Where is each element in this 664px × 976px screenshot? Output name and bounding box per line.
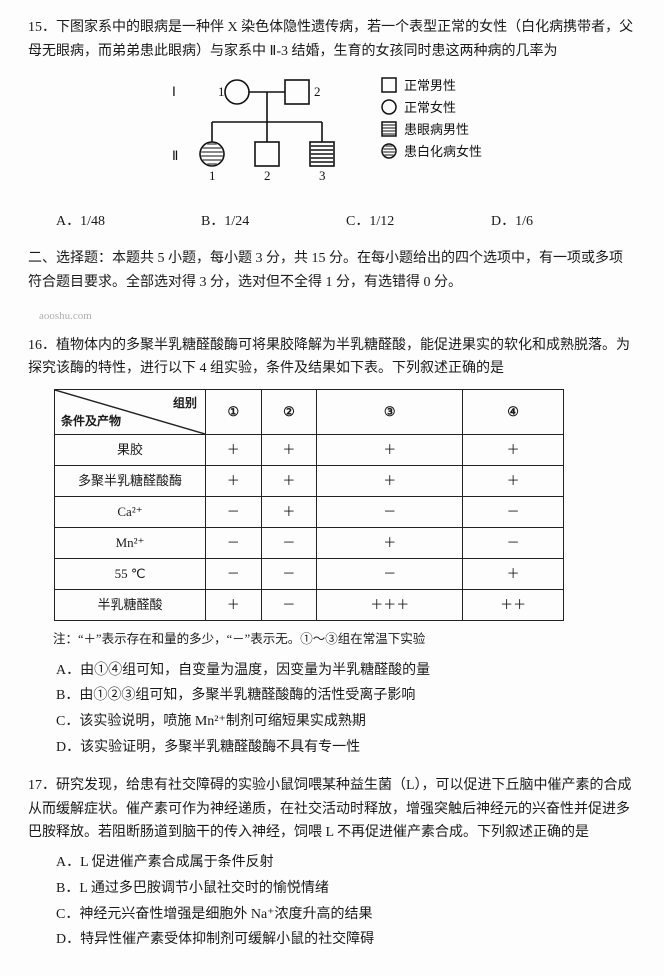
q15-text: 下图家系中的眼病是一种伴 X 染色体隐性遗传病，若一个表型正常的女性（白化病携带… (28, 20, 633, 59)
q16-opt-b: B．由①②③组可知，多聚半乳糖醛酸酶的活性受离子影响 (56, 684, 636, 708)
diag-top: 组别 (173, 393, 197, 413)
col-3: ③ (317, 390, 463, 435)
q17-opt-a: A．L 促进催产素合成属于条件反射 (56, 851, 636, 875)
row-label: 多聚半乳糖醛酸酶 (55, 466, 206, 497)
gen2-n3: 3 (319, 168, 326, 183)
q16-stem: 16．植物体内的多聚半乳糖醛酸酶可将果胶降解为半乳糖醛酸，能促进果实的软化和成熟… (28, 334, 636, 382)
watermark: aooshu.com (39, 307, 636, 326)
table-row: Mn²⁺－－＋－ (55, 528, 564, 559)
roman-I: Ⅰ (172, 84, 176, 99)
col-2: ② (261, 390, 317, 435)
col-1: ① (206, 390, 262, 435)
cell: － (317, 559, 463, 590)
q17-opt-b: B．L 通过多巴胺调节小鼠社交时的愉悦情绪 (56, 877, 636, 901)
cell: ＋ (463, 466, 564, 497)
q15-opt-a: A．1/48 (56, 210, 201, 234)
row-label: 55 ℃ (55, 559, 206, 590)
q17-text: 研究发现，给患有社交障碍的实验小鼠饲喂某种益生菌（L），可以促进下丘脑中催产素的… (28, 778, 632, 841)
cell: － (317, 497, 463, 528)
cell: － (463, 528, 564, 559)
table-row: 55 ℃－－－＋ (55, 559, 564, 590)
row-label: 果胶 (55, 435, 206, 466)
cell: － (261, 590, 317, 621)
cell: ＋ (463, 435, 564, 466)
q15-options: A．1/48 B．1/24 C．1/12 D．1/6 (56, 210, 636, 234)
q16-note: 注：“＋”表示存在和量的多少，“－”表示无。①～③组在常温下实验 (53, 629, 636, 650)
row-label: Ca²⁺ (55, 497, 206, 528)
table-row: 多聚半乳糖醛酸酶＋＋＋＋ (55, 466, 564, 497)
q15-opt-d: D．1/6 (491, 210, 636, 234)
gen2-n1: 1 (209, 168, 216, 183)
gen1-n2: 2 (314, 84, 321, 99)
table-diag-header: 组别 条件及产物 (55, 390, 206, 435)
table-row: 果胶＋＋＋＋ (55, 435, 564, 466)
cell: ＋ (261, 497, 317, 528)
cell: ＋ (261, 435, 317, 466)
gen1-n1: 1 (218, 84, 225, 99)
cell: － (261, 528, 317, 559)
cell: ＋ (463, 559, 564, 590)
table-row: 半乳糖醛酸＋－＋＋＋＋＋ (55, 590, 564, 621)
col-4: ④ (463, 390, 564, 435)
q17-num: 17． (28, 774, 56, 798)
cell: ＋＋＋ (317, 590, 463, 621)
legend-eye-male: 患眼病男性 (404, 122, 469, 137)
cell: ＋ (317, 528, 463, 559)
q15-opt-c: C．1/12 (346, 210, 491, 234)
cell: ＋ (206, 590, 262, 621)
q16-opt-c: C．该实验说明，喷施 Mn²⁺制剂可缩短果实成熟期 (56, 710, 636, 734)
cell: － (261, 559, 317, 590)
section2-text: 二、选择题：本题共 5 小题，每小题 3 分，共 15 分。在每小题给出的四个选… (28, 251, 623, 290)
cell: － (463, 497, 564, 528)
cell: ＋ (317, 435, 463, 466)
q15-num: 15． (28, 16, 56, 40)
row-label: 半乳糖醛酸 (55, 590, 206, 621)
q17-opt-c: C．神经元兴奋性增强是细胞外 Na⁺浓度升高的结果 (56, 903, 636, 927)
q17-opt-d: D．特异性催产素受体抑制剂可缓解小鼠的社交障碍 (56, 928, 636, 952)
cell: ＋ (206, 435, 262, 466)
q16-opt-d: D．该实验证明，多聚半乳糖醛酸酶不具有专一性 (56, 736, 636, 760)
cell: ＋ (206, 466, 262, 497)
table-row: Ca²⁺－＋－－ (55, 497, 564, 528)
q15-opt-b: B．1/24 (201, 210, 346, 234)
q16-opt-a: A．由①④组可知，自变量为温度，因变量为半乳糖醛酸的量 (56, 659, 636, 683)
q17-stem: 17．研究发现，给患有社交障碍的实验小鼠饲喂某种益生菌（L），可以促进下丘脑中催… (28, 774, 636, 845)
diag-bot: 条件及产物 (61, 411, 121, 431)
q16-num: 16． (28, 334, 56, 358)
q16-table: 组别 条件及产物 ① ② ③ ④ 果胶＋＋＋＋多聚半乳糖醛酸酶＋＋＋＋Ca²⁺－… (54, 389, 564, 621)
q16-text: 植物体内的多聚半乳糖醛酸酶可将果胶降解为半乳糖醛酸，能促进果实的软化和成熟脱落。… (28, 338, 630, 377)
legend-normal-male: 正常男性 (404, 78, 456, 93)
roman-II: Ⅱ (172, 148, 178, 163)
gen2-n2: 2 (264, 168, 271, 183)
cell: － (206, 497, 262, 528)
cell: － (206, 528, 262, 559)
cell: ＋ (261, 466, 317, 497)
section2-heading: 二、选择题：本题共 5 小题，每小题 3 分，共 15 分。在每小题给出的四个选… (28, 247, 636, 295)
legend-normal-female: 正常女性 (404, 100, 456, 115)
pedigree-diagram: Ⅰ Ⅱ 1 2 1 2 3 正常男性 正常女性 患眼病男性 患白化病女性 (132, 70, 532, 200)
cell: － (206, 559, 262, 590)
row-label: Mn²⁺ (55, 528, 206, 559)
cell: ＋＋ (463, 590, 564, 621)
cell: ＋ (317, 466, 463, 497)
q15-stem: 15．下图家系中的眼病是一种伴 X 染色体隐性遗传病，若一个表型正常的女性（白化… (28, 16, 636, 64)
legend-albinism-female: 患白化病女性 (404, 144, 482, 159)
